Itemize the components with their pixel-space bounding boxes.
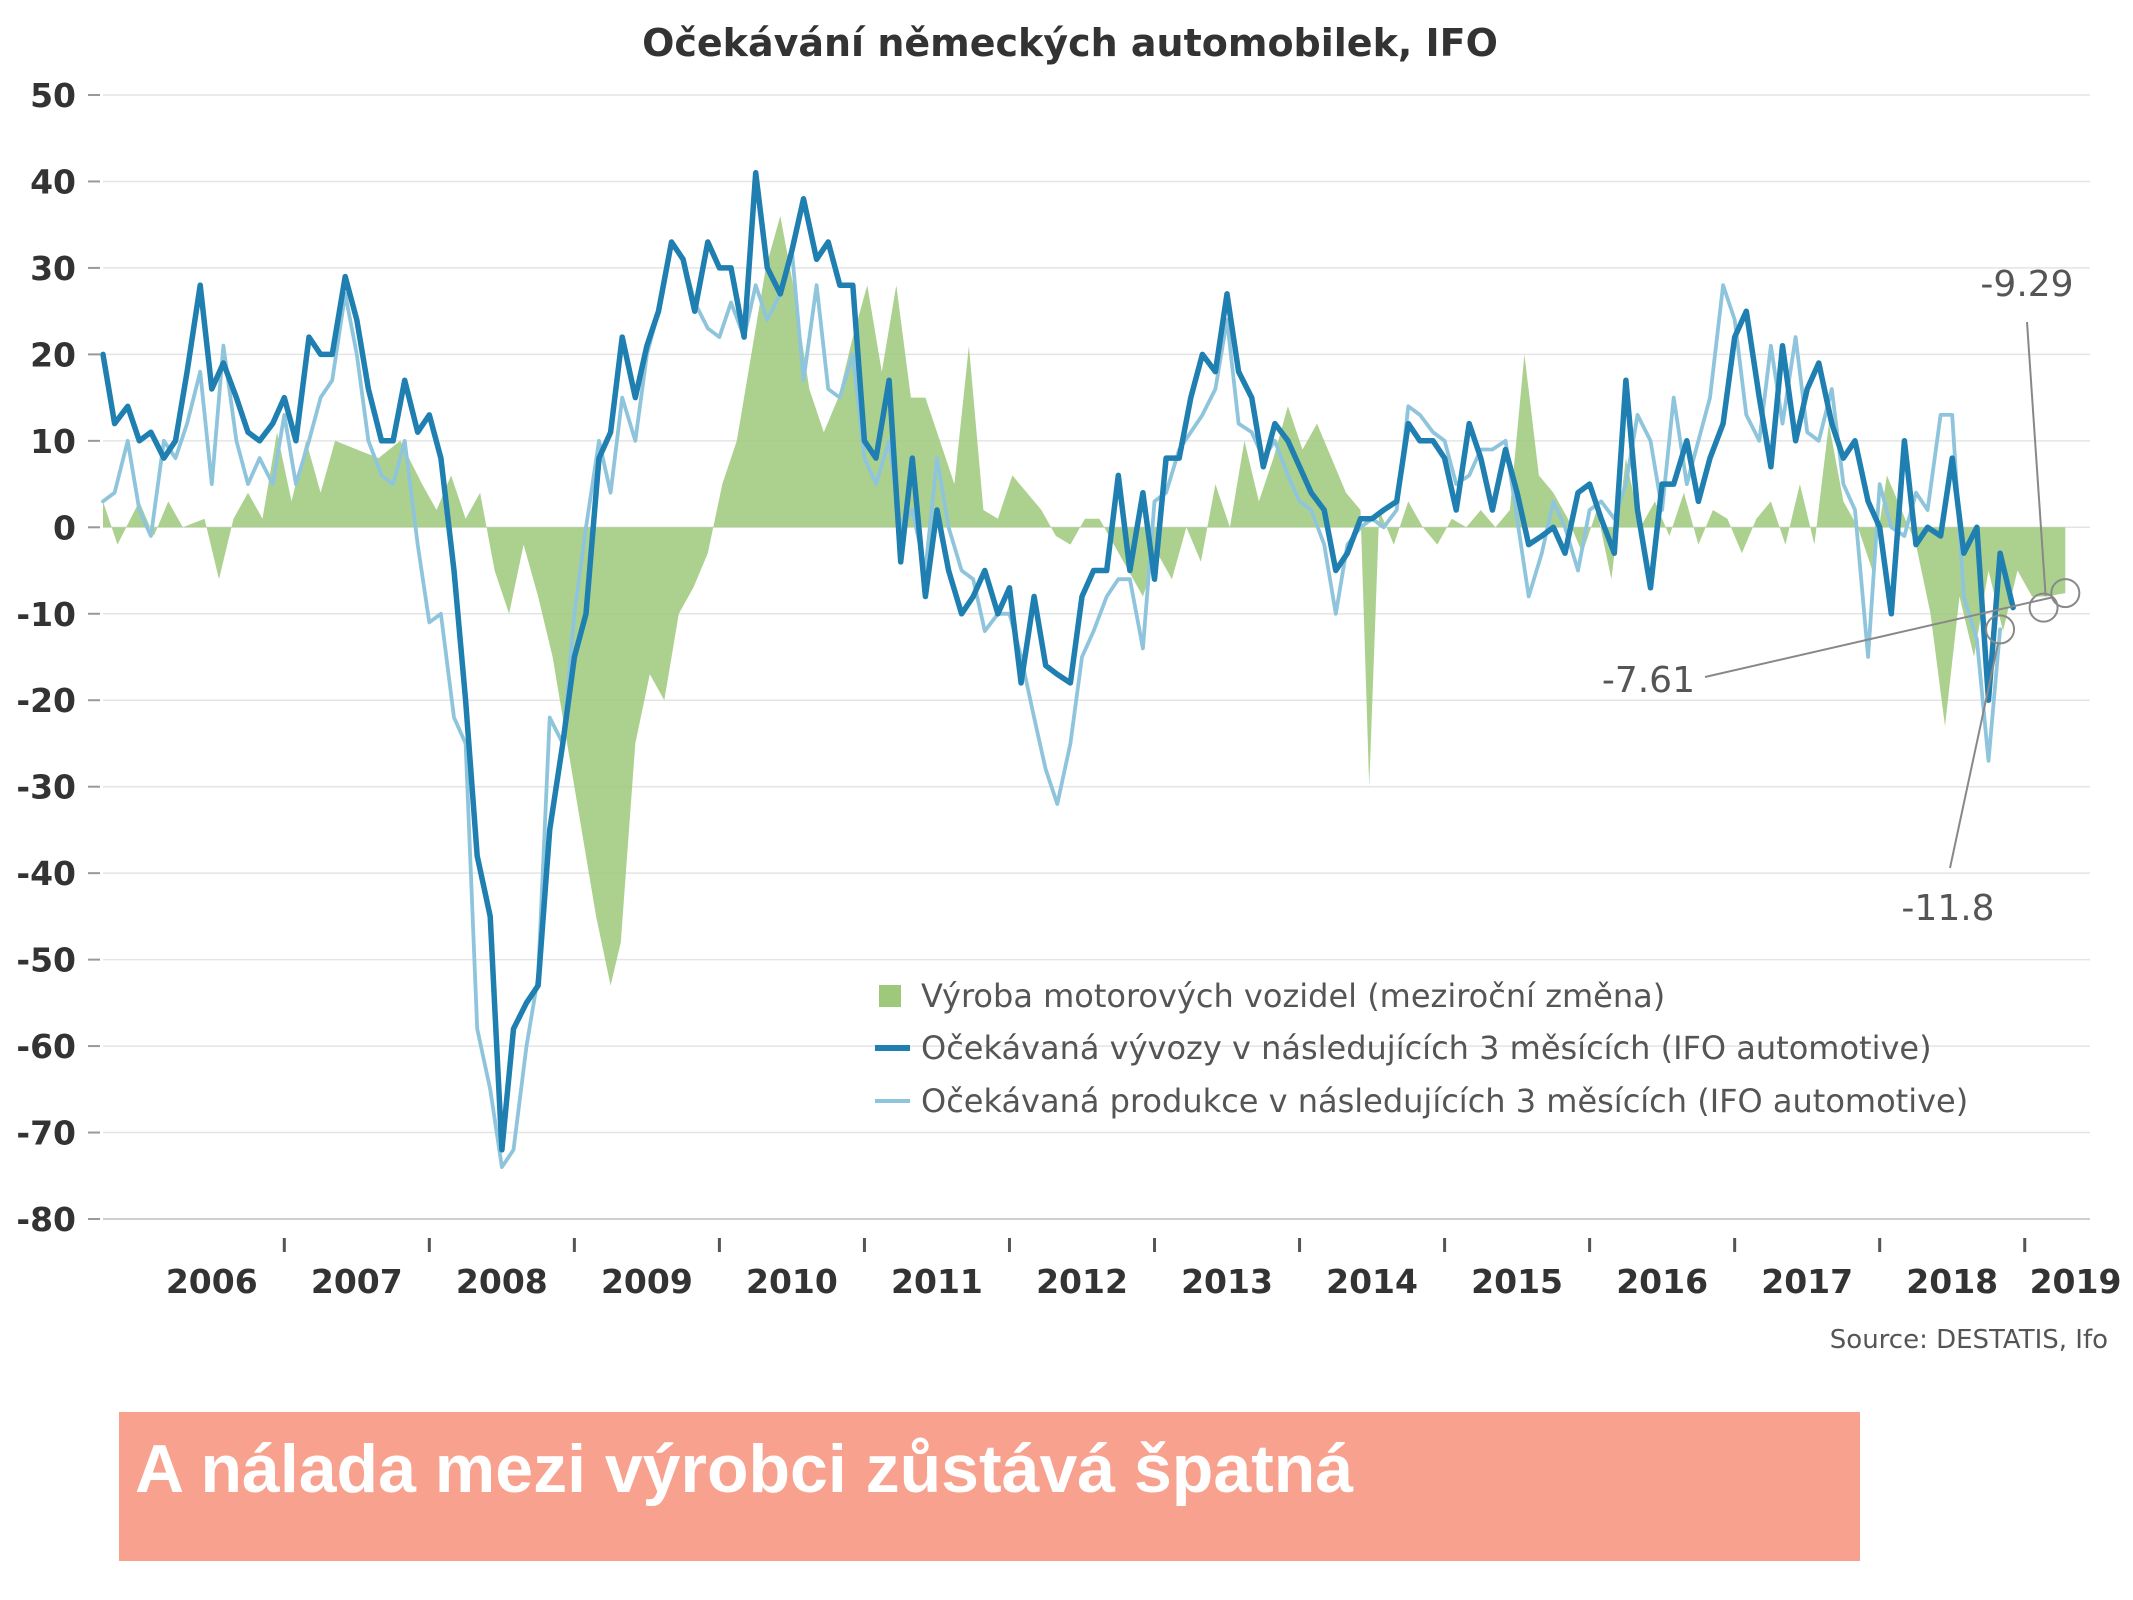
x-tick-label: 2015 [1471, 1262, 1563, 1301]
series-line-exports [100, 170, 2016, 1153]
x-axis: 2006 2007 2008 2009 2010 2011 2012 2013 2014 2015… [103, 1218, 2122, 1301]
chart: Očekávání německých automobilek, IFO 50 4… [16, 21, 2122, 1355]
x-tick-label: 2012 [1036, 1262, 1128, 1301]
legend-label: Výroba motorových vozidel (meziroční změ… [921, 977, 1665, 1015]
x-tick-label: 2013 [1181, 1262, 1273, 1301]
source-note: Source: DESTATIS, Ifo [1830, 1325, 2108, 1355]
legend-label: Očekávaná produkce v následujících 3 měs… [921, 1082, 1968, 1120]
annotation-label: -9.29 [1980, 264, 2073, 305]
y-tick-label: -60 [16, 1027, 76, 1066]
series-line-production-expectations [101, 240, 2002, 1169]
annotation-marker [2028, 592, 2059, 623]
x-tick-label: 2008 [456, 1262, 548, 1301]
x-tick-label: 2018 [1906, 1262, 1998, 1301]
annotations: -9.29 -7.61 -11.8 [1602, 264, 2081, 929]
y-tick-label: 40 [30, 162, 76, 201]
x-tick-label: 2019 [2030, 1262, 2122, 1301]
legend: Výroba motorových vozidel (meziroční změ… [875, 977, 1968, 1120]
y-axis-ticks: 50 40 30 20 10 0 -10 -20 -30 -40 -50 -60 -70 -80 [16, 76, 100, 1239]
y-tick-label: -30 [16, 768, 76, 807]
annotation-leader [2026, 321, 2047, 596]
y-tick-label: 10 [30, 422, 76, 461]
y-tick-label: -80 [16, 1200, 76, 1239]
x-tick-label: 2011 [891, 1262, 983, 1301]
annotation-leader [1949, 643, 2000, 869]
y-tick-label: -70 [16, 1114, 76, 1153]
annotation-marker [1985, 614, 2016, 645]
x-tick-label: 2010 [746, 1262, 838, 1301]
x-tick-label: 2017 [1761, 1262, 1853, 1301]
y-tick-label: -40 [16, 854, 76, 893]
y-tick-label: 20 [30, 335, 76, 374]
x-tick-label: 2006 [166, 1262, 258, 1301]
legend-swatch-area [879, 985, 901, 1007]
chart-title: Očekávání německých automobilek, IFO [642, 21, 1498, 65]
y-tick-label: 50 [30, 76, 76, 115]
x-tick-label: 2007 [311, 1262, 403, 1301]
legend-label: Očekávaná vývozy v následujících 3 měsíc… [921, 1029, 1932, 1067]
x-tick-label: 2016 [1616, 1262, 1708, 1301]
y-tick-label: -50 [16, 941, 76, 980]
caption-text: A nálada mezi výrobci zůstává špatná [135, 1431, 1354, 1507]
annotation-label: -7.61 [1602, 660, 1695, 701]
x-tick-label: 2009 [601, 1262, 693, 1301]
y-tick-label: -10 [16, 595, 76, 634]
series-area-production [103, 216, 2066, 986]
y-tick-label: -20 [16, 681, 76, 720]
annotation-marker [2050, 578, 2081, 609]
annotation-leader [1704, 596, 2054, 678]
y-tick-label: 30 [30, 249, 76, 288]
caption-banner: A nálada mezi výrobci zůstává špatná [119, 1412, 1860, 1561]
x-tick-label: 2014 [1326, 1262, 1418, 1301]
annotation-label: -11.8 [1901, 888, 1994, 929]
series [100, 170, 2066, 1169]
y-tick-label: 0 [53, 508, 76, 547]
